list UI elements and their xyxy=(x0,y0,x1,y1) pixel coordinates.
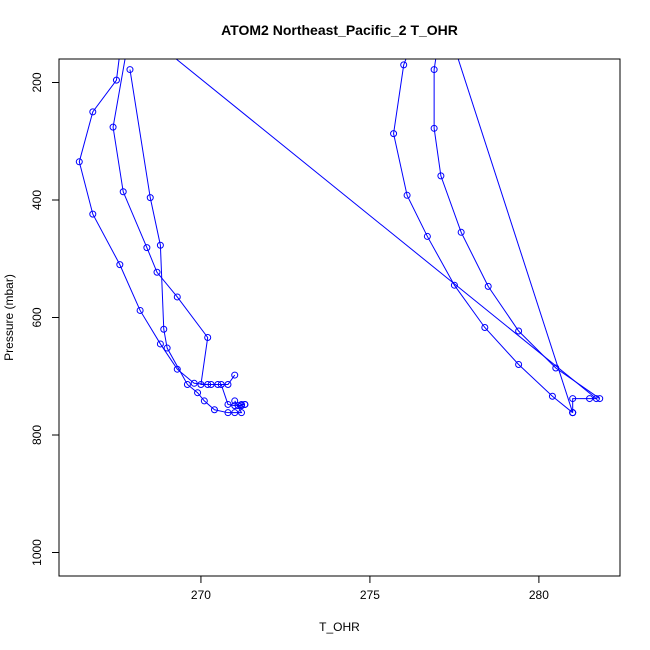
data-point-3-9 xyxy=(207,380,215,388)
data-point-3-14 xyxy=(237,400,245,408)
series-line-4 xyxy=(175,59,598,413)
y-tick-label-200: 200 xyxy=(30,72,44,92)
data-point-1-1 xyxy=(117,50,123,56)
data-point-2-9 xyxy=(210,406,218,414)
data-point-1-14 xyxy=(231,371,239,379)
plot-frame xyxy=(58,58,621,577)
series-line-1 xyxy=(78,59,236,385)
data-point-3-8 xyxy=(197,380,205,388)
data-point-3-12 xyxy=(231,402,239,410)
data-point-2-1 xyxy=(126,66,134,74)
series-line-3 xyxy=(112,59,245,407)
x-axis-label: T_OHR xyxy=(319,620,360,634)
data-point-1-2 xyxy=(112,76,120,84)
data-point-1-13 xyxy=(224,380,232,388)
data-point-6-6 xyxy=(484,282,492,290)
data-point-5-5 xyxy=(423,232,431,240)
data-point-4-3 xyxy=(586,395,594,403)
data-point-6-5 xyxy=(457,228,465,236)
data-point-3-10 xyxy=(217,380,225,388)
data-point-2-4 xyxy=(160,325,168,333)
data-point-5-4 xyxy=(403,191,411,199)
data-point-2-6 xyxy=(183,380,191,388)
data-point-6-2 xyxy=(430,66,438,74)
data-point-3-1 xyxy=(124,47,130,53)
y-tick-label-1000: 1000 xyxy=(30,539,44,566)
data-point-1-7 xyxy=(136,306,144,314)
data-point-5-2 xyxy=(400,61,408,69)
data-point-3-3 xyxy=(119,188,127,196)
data-point-1-3 xyxy=(89,108,97,116)
data-point-6-4 xyxy=(437,172,445,180)
chart-title: ATOM2 Northeast_Pacific_2 T_OHR xyxy=(221,22,458,38)
data-point-2-12 xyxy=(237,409,245,417)
y-tick-label-400: 400 xyxy=(30,190,44,210)
data-point-3-6 xyxy=(173,293,181,301)
data-point-3-2 xyxy=(109,123,117,131)
series-line-5 xyxy=(393,59,574,414)
data-point-6-9 xyxy=(596,395,604,403)
data-point-7-2 xyxy=(569,409,577,417)
data-point-7-1 xyxy=(451,44,457,50)
data-point-2-2 xyxy=(146,194,154,202)
data-point-3-7 xyxy=(204,333,212,341)
data-point-1-6 xyxy=(116,261,124,269)
series-layer xyxy=(75,30,604,417)
data-point-4-1 xyxy=(140,30,146,36)
data-point-6-8 xyxy=(552,364,560,372)
data-point-3-11 xyxy=(224,400,232,408)
data-point-6-7 xyxy=(515,327,523,335)
y-axis-label: Pressure (mbar) xyxy=(2,274,16,361)
data-point-2-5 xyxy=(163,344,171,352)
data-point-5-8 xyxy=(515,361,523,368)
data-point-5-7 xyxy=(481,323,489,331)
data-point-2-10 xyxy=(224,409,232,417)
data-point-6-1 xyxy=(435,44,441,50)
data-point-5-1 xyxy=(407,44,413,50)
data-point-3-5 xyxy=(153,268,161,276)
data-point-5-6 xyxy=(450,281,458,289)
series-line-2 xyxy=(129,69,245,414)
y-tick-label-800: 800 xyxy=(30,425,44,445)
data-point-5-3 xyxy=(390,130,398,138)
series-line-7 xyxy=(457,59,574,413)
x-tick-label-270: 270 xyxy=(191,588,211,602)
data-point-1-10 xyxy=(190,379,198,387)
data-point-2-13 xyxy=(231,397,239,405)
data-point-3-4 xyxy=(143,244,151,252)
data-point-2-11 xyxy=(231,409,239,417)
data-point-1-8 xyxy=(156,340,164,348)
y-axis: 200 400 600 800 1000 xyxy=(30,72,60,566)
data-point-1-4 xyxy=(75,158,83,166)
data-point-3-15 xyxy=(241,400,249,408)
x-tick-label-275: 275 xyxy=(360,588,380,602)
data-point-5-9 xyxy=(548,392,556,400)
data-point-6-3 xyxy=(430,124,438,132)
y-tick-label-600: 600 xyxy=(30,307,44,327)
data-point-2-8 xyxy=(200,397,208,405)
data-point-2-7 xyxy=(194,389,202,397)
data-point-1-5 xyxy=(89,210,97,218)
x-tick-label-280: 280 xyxy=(529,588,549,602)
x-axis: 270 275 280 xyxy=(191,575,549,602)
data-point-4-4 xyxy=(569,395,577,403)
data-point-2-3 xyxy=(156,241,164,249)
series-line-6 xyxy=(433,59,601,399)
